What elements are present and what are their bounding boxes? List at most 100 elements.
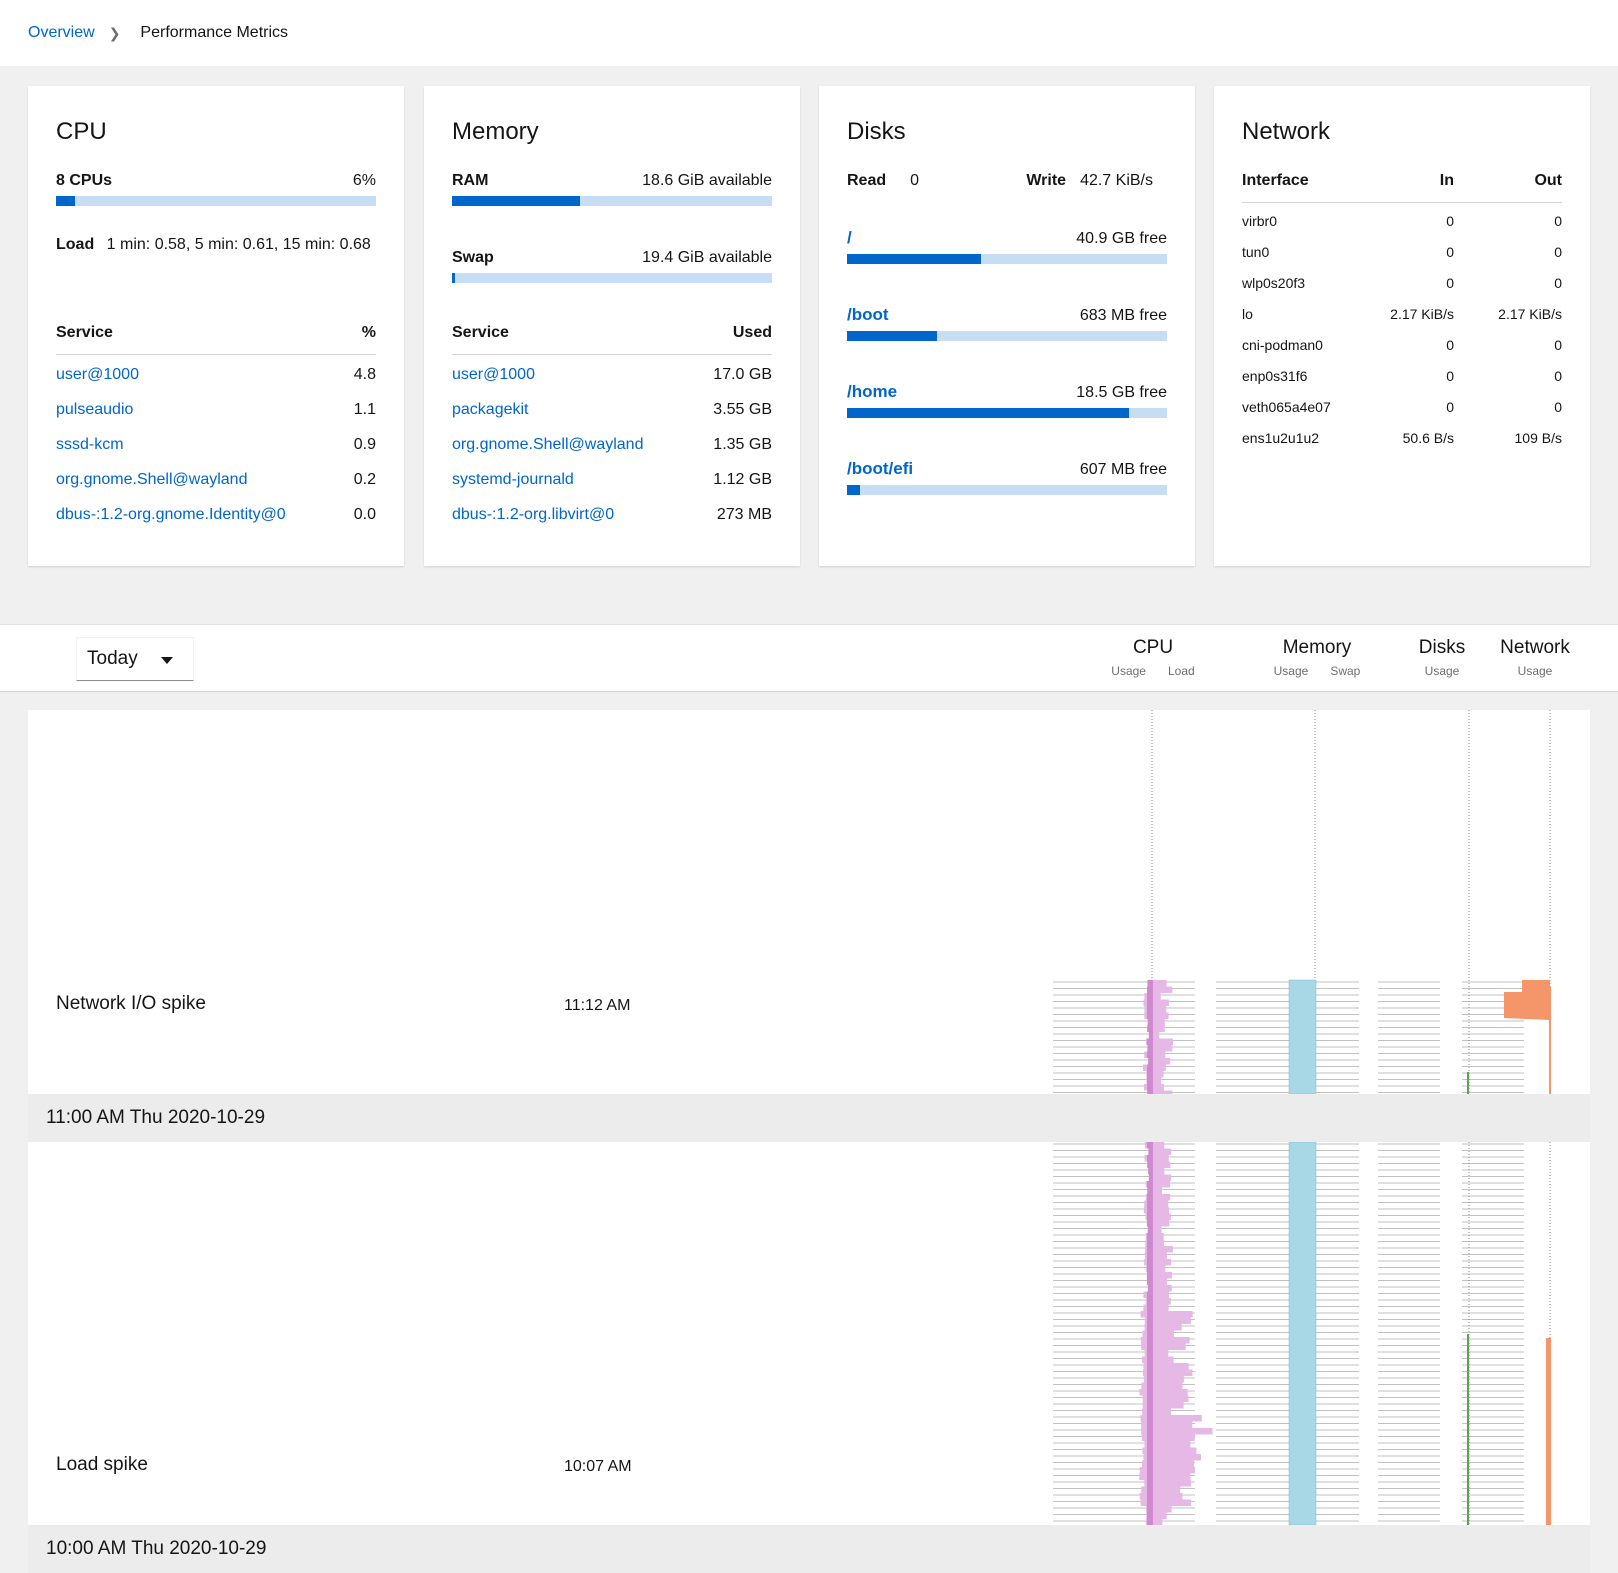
cpu-usage-mark [1143, 1304, 1169, 1311]
cpu-usage-mark [1147, 1025, 1165, 1032]
cpu-usage-mark-load [1147, 1213, 1153, 1220]
memory-service-link[interactable]: dbus-:1.2-org.libvirt@0 [452, 505, 615, 523]
interface-out: 0 [1554, 274, 1562, 291]
cpu-usage-mark [1139, 1473, 1191, 1480]
cpu-usage-mark [1144, 1155, 1169, 1162]
cpu-usage-percent: 6% [352, 172, 376, 189]
cpu-usage-mark [1140, 1499, 1192, 1506]
cpu-usage-mark [1141, 1486, 1181, 1493]
interface-header: Interface [1242, 172, 1309, 189]
cpu-usage-mark-load [1147, 1467, 1153, 1474]
caret-down-icon [161, 657, 173, 664]
cpu-service-link[interactable]: user@1000 [56, 365, 139, 383]
memory-service-value: 1.35 GB [713, 435, 772, 453]
cpu-usage-mark-load [1147, 1265, 1153, 1272]
interface-out: 0 [1554, 398, 1562, 415]
cpu-usage-mark-load [1148, 1168, 1153, 1175]
mount-link[interactable]: /boot/efi [847, 459, 914, 478]
cpu-card-title: CPU [56, 118, 107, 145]
cpu-usage-mark-load [1147, 1090, 1153, 1097]
cpu-usage-mark [1146, 1071, 1164, 1078]
cpu-usage-mark-load [1147, 1382, 1153, 1389]
cpu-usage-mark-load [1147, 1012, 1153, 1019]
cpu-usage-mark-load [1148, 1148, 1153, 1155]
cpu-usage-mark [1147, 1019, 1165, 1026]
cpu-usage-mark [1147, 1045, 1173, 1052]
disks-card: Disks Read 0 Write 42.7 KiB/s / 40.9 GB f… [819, 86, 1195, 566]
cpu-service-table: Service % user@1000 4.8 pulseaudio 1.1 sss… [56, 324, 376, 532]
column-subtitle: Load [1167, 664, 1195, 678]
cpu-usage-mark [1142, 1447, 1197, 1454]
cpu-usage-mark-load [1147, 1493, 1153, 1500]
disk-read-value: 0 [910, 172, 920, 189]
cpu-usage-mark-load [1147, 1506, 1153, 1513]
cpu-usage-mark [1143, 1363, 1189, 1370]
mount-free: 683 MB free [1079, 307, 1167, 324]
cpu-usage-mark-load [1147, 1356, 1153, 1363]
cpu-usage-mark [1144, 1252, 1168, 1259]
cpu-usage-mark-load [1147, 1343, 1153, 1350]
cpu-usage-mark-load [1147, 1071, 1153, 1078]
mount-usage-bar-fill [847, 254, 982, 264]
cpu-service-link[interactable]: sssd-kcm [56, 435, 124, 453]
mount-usage-bar [847, 331, 1167, 341]
table-row: virbr0 0 0 [1242, 205, 1562, 236]
cpu-usage-mark-load [1147, 1395, 1153, 1402]
metrics-toolbar: Today CPU Usage Load Memory Usage Swap Dis… [0, 624, 1618, 692]
cpu-usage-mark [1148, 1032, 1160, 1039]
interface-name: virbr0 [1242, 212, 1278, 229]
cpu-usage-mark [1141, 1434, 1195, 1441]
network-usage-mark [1546, 1338, 1551, 1525]
cpu-usage-mark-load [1147, 1025, 1153, 1032]
mount-free: 18.5 GB free [1076, 384, 1167, 401]
interface-in: 0 [1446, 274, 1454, 291]
disks-card-title: Disks [847, 118, 906, 145]
memory-service-link[interactable]: packagekit [452, 400, 529, 418]
mount-link[interactable]: /home [847, 382, 898, 401]
ram-usage: RAM 18.6 GiB available [452, 172, 772, 206]
cpu-usage-mark [1141, 1356, 1174, 1363]
breadcrumb-overview-link[interactable]: Overview [28, 24, 95, 41]
cpu-service-value: 0.9 [353, 435, 376, 453]
cpu-usage-mark-load [1147, 980, 1153, 987]
memory-service-link[interactable]: systemd-journald [452, 470, 574, 488]
interface-name: enp0s31f6 [1242, 367, 1308, 384]
column-subtitle: Usage [1111, 664, 1146, 678]
time-range-select[interactable]: Today [76, 637, 194, 681]
memory-service-link[interactable]: user@1000 [452, 365, 535, 383]
cpu-service-link[interactable]: dbus-:1.2-org.gnome.Identity@0 [56, 505, 286, 523]
memory-service-value: 17.0 GB [713, 365, 772, 383]
disk-write-label: Write [1026, 172, 1067, 189]
cpu-usage-mark-load [1147, 1512, 1153, 1519]
interface-out: 2.17 KiB/s [1498, 305, 1562, 322]
table-row: user@1000 4.8 [56, 357, 376, 392]
cpu-usage-mark-load [1147, 1259, 1153, 1266]
column-title: Memory [1282, 637, 1352, 658]
cpu-usage-mark-load [1147, 1434, 1153, 1441]
mount-link[interactable]: /boot [847, 305, 889, 324]
event-name[interactable]: Load spike [56, 1454, 148, 1475]
cpu-usage-mark-load [1147, 1408, 1153, 1415]
cpu-usage-mark-load [1147, 1051, 1153, 1058]
cpu-usage-mark [1143, 1291, 1169, 1298]
memory-card-title: Memory [452, 118, 539, 145]
cpu-usage-mark-load [1147, 1376, 1153, 1383]
memory-column-header: Memory Usage Swap [1270, 637, 1364, 678]
network-column-header: Network Usage [1494, 637, 1576, 678]
cpu-usage-mark [1144, 1441, 1191, 1448]
table-row: lo 2.17 KiB/s 2.17 KiB/s [1242, 298, 1562, 329]
table-row: sssd-kcm 0.9 [56, 427, 376, 462]
cpu-usage-mark-load [1147, 1064, 1153, 1071]
event-name[interactable]: Network I/O spike [56, 993, 206, 1014]
cpu-usage-mark [1144, 1480, 1192, 1487]
network-table: Interface In Out virbr0 0 0 tun0 0 0 wlp0s20… [1242, 172, 1562, 453]
mount-link[interactable]: / [847, 228, 852, 247]
cpu-service-link[interactable]: org.gnome.Shell@wayland [56, 470, 248, 488]
cpu-usage-mark-load [1147, 1298, 1153, 1305]
cpu-usage-mark [1141, 1343, 1186, 1350]
cpu-usage-mark [1146, 1512, 1167, 1519]
table-row: user@1000 17.0 GB [452, 357, 772, 392]
cpu-service-link[interactable]: pulseaudio [56, 400, 134, 418]
memory-service-link[interactable]: org.gnome.Shell@wayland [452, 435, 644, 453]
cpu-column-header: CPU Usage Load [1108, 637, 1198, 678]
